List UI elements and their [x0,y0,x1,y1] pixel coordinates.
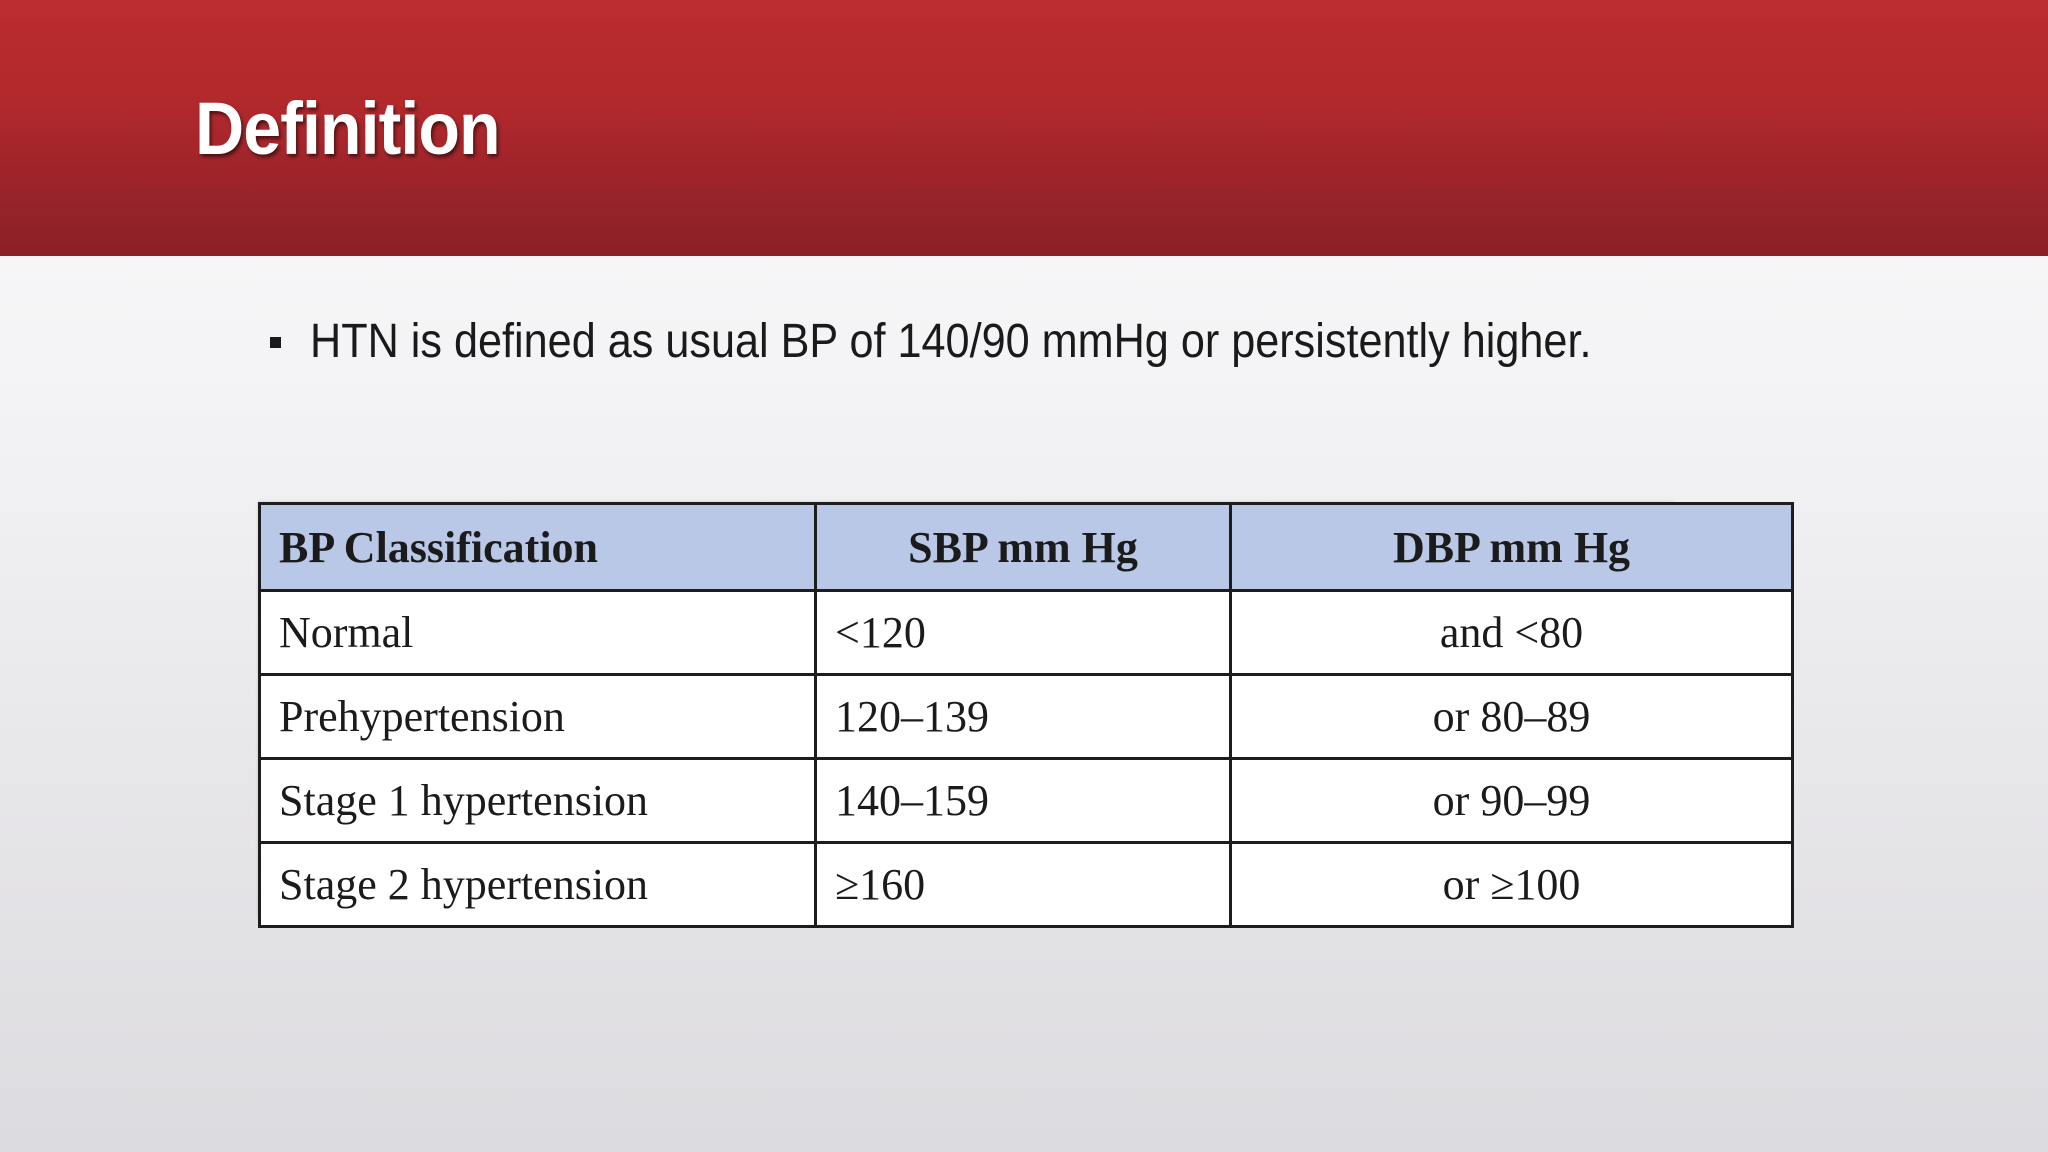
cell-classification: Stage 1 hypertension [258,757,817,844]
cell-sbp: 120–139 [814,673,1232,760]
cell-dbp: or 90–99 [1229,757,1794,844]
cell-classification: Normal [258,589,817,676]
bullet-item: HTN is defined as usual BP of 140/90 mmH… [270,312,1734,372]
title-bar: Definition [0,0,2048,256]
square-bullet-icon [270,336,281,348]
cell-sbp: <120 [814,589,1232,676]
cell-sbp: ≥160 [814,841,1232,928]
cell-dbp: or ≥100 [1229,841,1794,928]
table-row: Normal <120 and <80 [258,589,1794,676]
table-row: Prehypertension 120–139 or 80–89 [258,673,1794,760]
cell-dbp: or 80–89 [1229,673,1794,760]
bp-classification-table-container: BP Classification SBP mm Hg DBP mm Hg No… [258,502,1794,928]
table-row: Stage 1 hypertension 140–159 or 90–99 [258,757,1794,844]
cell-sbp: 140–159 [814,757,1232,844]
table-header-row: BP Classification SBP mm Hg DBP mm Hg [258,502,1794,592]
table-row: Stage 2 hypertension ≥160 or ≥100 [258,841,1794,928]
bullet-list: HTN is defined as usual BP of 140/90 mmH… [270,312,1734,372]
header-dbp: DBP mm Hg [1229,502,1794,592]
cell-classification: Stage 2 hypertension [258,841,817,928]
slide-title: Definition [195,87,501,170]
bp-classification-table: BP Classification SBP mm Hg DBP mm Hg No… [258,502,1794,928]
cell-dbp: and <80 [1229,589,1794,676]
cell-classification: Prehypertension [258,673,817,760]
header-sbp: SBP mm Hg [814,502,1232,592]
bullet-text: HTN is defined as usual BP of 140/90 mmH… [310,315,1592,368]
header-bp-classification: BP Classification [258,502,817,592]
